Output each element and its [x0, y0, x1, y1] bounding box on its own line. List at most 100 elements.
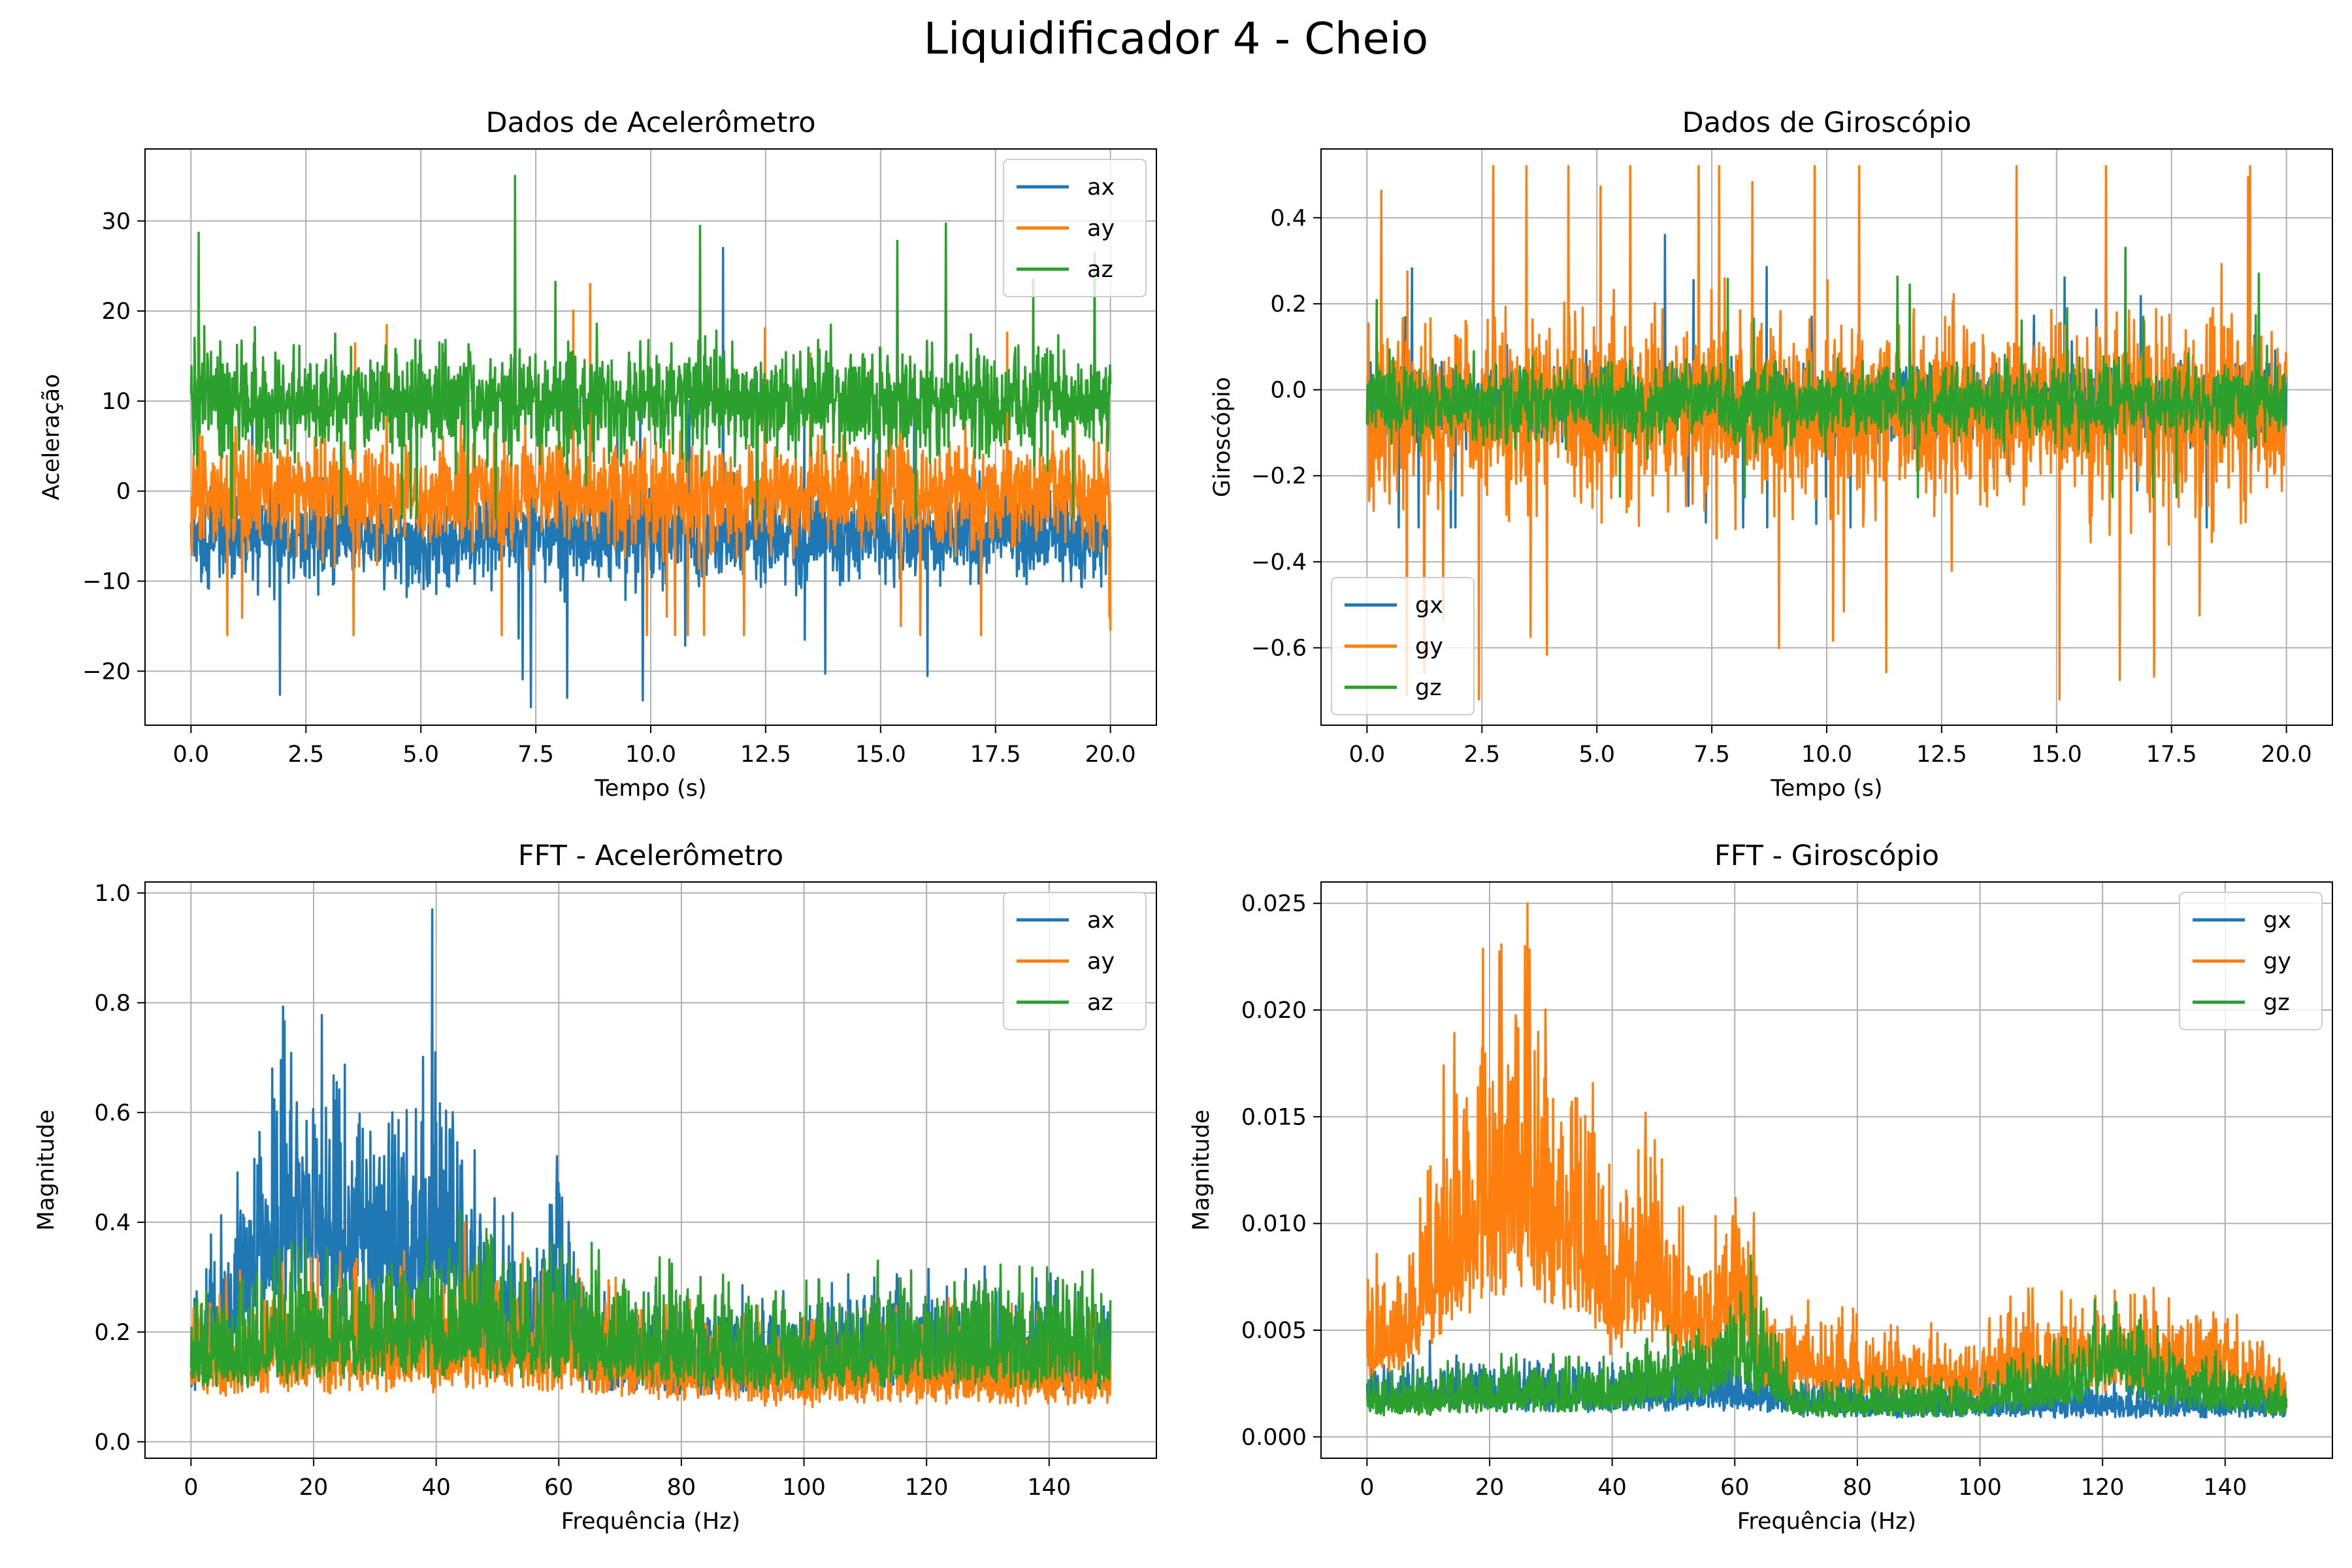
x-tick-label: 0 [184, 1475, 198, 1501]
y-tick-label: −0.4 [1251, 549, 1307, 576]
axes-frame [144, 881, 1157, 1459]
x-tick-label: 140 [1027, 1475, 1071, 1501]
x-tick-label: 17.5 [2146, 742, 2197, 768]
y-tick-label: 0 [116, 479, 131, 505]
legend: gx gy gz [2179, 892, 2323, 1030]
legend-label-ax: ax [1087, 174, 1115, 201]
y-tick-label: −10 [82, 569, 131, 595]
y-tick-label: −20 [82, 659, 131, 685]
legend-label-gx: gx [1415, 593, 1443, 619]
x-tick-label: 100 [1958, 1475, 2002, 1501]
y-tick-label: 10 [101, 389, 131, 415]
x-tick-label: 12.5 [1916, 742, 1967, 768]
x-axis-ticks: 0 20 40 60 80 100 120 140 [1360, 1458, 2247, 1501]
y-axis-ticks: 0.000 0.005 0.010 0.015 0.020 0.025 [1241, 891, 1321, 1450]
y-tick-label: 0.2 [94, 1320, 131, 1346]
x-tick-label: 15.0 [855, 742, 906, 768]
legend-frame [1003, 892, 1147, 1030]
y-axis-label: Magnitude [33, 1109, 59, 1230]
y-tick-label: 0.010 [1241, 1211, 1307, 1237]
y-tick-label: 0.0 [94, 1429, 131, 1456]
y-axis-ticks: 0.0 0.2 0.4 0.6 0.8 1.0 [94, 881, 145, 1456]
series-line-ax [189, 246, 1112, 709]
y-tick-label: 0.2 [1270, 291, 1307, 318]
x-tick-label: 60 [1720, 1475, 1750, 1501]
x-tick-label: 0 [1360, 1475, 1374, 1501]
legend-frame [1003, 159, 1147, 297]
subplot-title: Dados de Giroscópio [1682, 106, 1972, 139]
x-axis-label: Frequência (Hz) [1737, 1509, 1916, 1535]
plot-area [1365, 902, 2288, 1419]
legend-label-gx: gx [2263, 907, 2291, 934]
subplot-acc_time: 0.0 2.5 5.0 7.5 10.0 12.5 15.0 17.5 20.0 −20 −10 0 1… [39, 106, 1157, 802]
y-axis-label: Giroscópio [1209, 377, 1235, 497]
plot-area [1365, 165, 2288, 701]
x-tick-label: 140 [2203, 1475, 2247, 1501]
x-axis-label: Tempo (s) [1770, 776, 1882, 802]
x-tick-label: 40 [421, 1475, 451, 1501]
y-tick-label: −0.2 [1251, 463, 1307, 489]
x-tick-label: 5.0 [1578, 742, 1615, 768]
legend: gx gy gz [1331, 577, 1475, 715]
y-tick-label: 0.8 [94, 990, 131, 1017]
legend-label-gy: gy [2263, 949, 2291, 975]
y-tick-label: 20 [101, 299, 131, 325]
x-axis-ticks: 0 20 40 60 80 100 120 140 [184, 1458, 1071, 1501]
x-tick-label: 15.0 [2031, 742, 2082, 768]
y-tick-label: 0.4 [94, 1210, 131, 1236]
legend-label-ax: ax [1087, 907, 1115, 934]
x-tick-label: 7.5 [517, 742, 554, 768]
legend-label-az: az [1087, 257, 1113, 283]
series-line-gz [1365, 246, 2288, 498]
x-tick-label: 5.0 [402, 742, 439, 768]
y-axis-ticks: −0.6 −0.4 −0.2 0.0 0.2 0.4 [1251, 205, 1321, 662]
legend: ax ay az [1003, 159, 1147, 297]
legend-label-ay: ay [1087, 949, 1115, 975]
plot-area [189, 174, 1112, 709]
series-line-az [189, 1210, 1112, 1392]
axes-frame [1320, 881, 2333, 1459]
x-tick-label: 100 [782, 1475, 826, 1501]
x-axis-ticks: 0.0 2.5 5.0 7.5 10.0 12.5 15.0 17.5 20.0 [173, 725, 1136, 768]
series-line-az [189, 174, 1112, 519]
y-tick-label: 0.6 [94, 1100, 131, 1126]
subplot-grid: 0.0 2.5 5.0 7.5 10.0 12.5 15.0 17.5 20.0 −20 −10 0 1… [33, 106, 2333, 1535]
x-tick-label: 7.5 [1693, 742, 1730, 768]
y-tick-label: −0.6 [1251, 636, 1307, 662]
x-tick-label: 12.5 [740, 742, 791, 768]
series-line-gz [1365, 1254, 2288, 1419]
figure-suptitle: Liquidificador 4 - Cheio [924, 13, 1429, 64]
x-tick-label: 20 [299, 1475, 329, 1501]
subplot-title: FFT - Giroscópio [1714, 840, 1939, 872]
legend-frame [1331, 577, 1475, 715]
x-tick-label: 2.5 [1463, 742, 1500, 768]
x-tick-label: 20.0 [2261, 742, 2312, 768]
x-tick-label: 80 [667, 1475, 696, 1501]
subplot-gyro_fft: 0 20 40 60 80 100 120 1400.0000.0050.0100.0150.… [1188, 840, 2333, 1535]
x-tick-label: 0.0 [1349, 742, 1386, 768]
series-line-ay [189, 282, 1112, 636]
x-tick-label: 120 [2081, 1475, 2125, 1501]
legend-label-gz: gz [1415, 675, 1442, 701]
y-axis-ticks: −20 −10 0 10 20 30 [82, 208, 145, 685]
x-tick-label: 0.0 [173, 742, 210, 768]
x-tick-label: 20 [1475, 1475, 1505, 1501]
subplot-gyro_time: 0.0 2.5 5.0 7.5 10.0 12.5 15.0 17.5 20.0 −0.6 −0.4… [1209, 106, 2333, 802]
y-tick-label: 0.020 [1241, 998, 1307, 1024]
x-tick-label: 17.5 [970, 742, 1021, 768]
x-tick-label: 80 [1843, 1475, 1872, 1501]
legend-label-gy: gy [1415, 634, 1443, 660]
y-tick-label: 0.015 [1241, 1104, 1307, 1130]
y-tick-label: 0.4 [1270, 205, 1307, 231]
legend-label-ay: ay [1087, 216, 1115, 242]
y-tick-label: 0.0 [1270, 378, 1307, 404]
legend: ax ay az [1003, 892, 1147, 1030]
x-tick-label: 2.5 [287, 742, 324, 768]
y-tick-label: 30 [101, 208, 131, 235]
y-axis-label: Magnitude [1188, 1109, 1215, 1230]
x-axis-label: Frequência (Hz) [561, 1509, 740, 1535]
legend-label-az: az [1087, 990, 1113, 1016]
y-tick-label: 0.000 [1241, 1424, 1307, 1450]
x-tick-label: 60 [544, 1475, 574, 1501]
